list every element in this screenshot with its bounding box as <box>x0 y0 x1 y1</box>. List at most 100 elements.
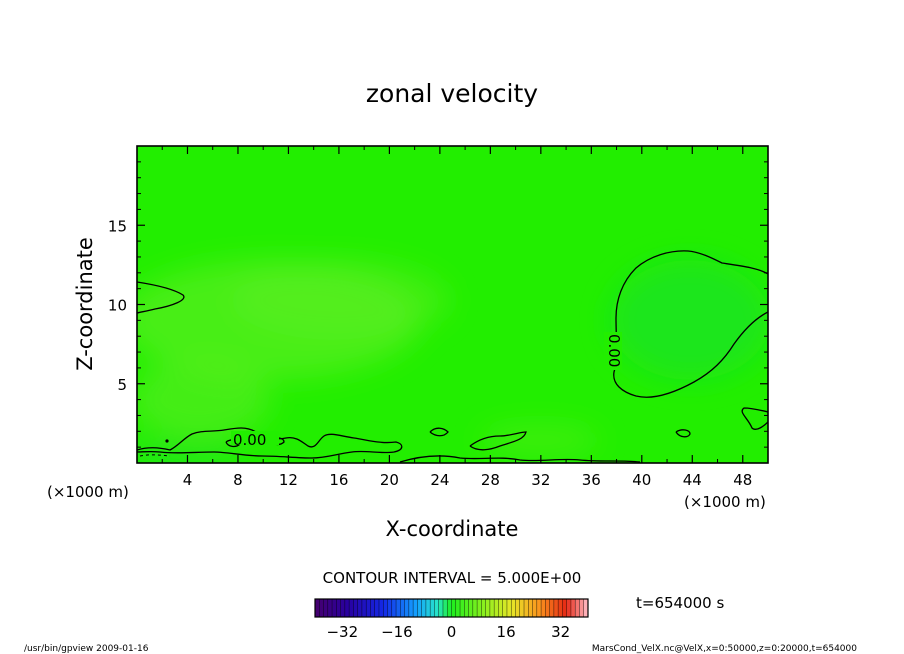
x-tick-label: 24 <box>430 471 449 489</box>
contour-interval: CONTOUR INTERVAL = 5.000E+00 <box>323 569 582 587</box>
colorbar-cell <box>558 599 563 617</box>
colorbar-cell <box>413 599 418 617</box>
colorbar-cell <box>408 599 414 617</box>
contour-blob-a <box>429 427 449 437</box>
colorbar-cell <box>383 599 388 617</box>
colorbar-cell <box>515 599 521 617</box>
contour-left-upper <box>137 281 185 314</box>
x-tick-label: 36 <box>582 471 601 489</box>
colorbar <box>314 599 589 617</box>
colorbar-cell <box>400 599 405 617</box>
contour-label-left-bg <box>231 431 279 445</box>
colorbar-cell <box>430 599 435 617</box>
colorbar-cell <box>421 599 427 617</box>
x-tick-label: 48 <box>733 471 752 489</box>
x-unit-left: (×1000 m) <box>47 483 129 501</box>
colorbar-cell <box>442 599 448 617</box>
colorbar-cell <box>536 599 542 617</box>
y-axis-label: Z-coordinate <box>73 237 97 371</box>
contour-dashed <box>139 454 171 457</box>
colorbar-cell <box>485 599 491 617</box>
colorbar-cell <box>524 599 529 617</box>
colorbar-cell <box>460 599 465 617</box>
colorbar-cell <box>477 599 482 617</box>
colorbar-cell <box>566 599 572 617</box>
colorbar-cell <box>575 599 580 617</box>
y-tick-label: 10 <box>108 297 127 315</box>
colorbar-cell <box>455 599 461 617</box>
colorbar-cell <box>396 599 401 617</box>
x-tick-label: 44 <box>683 471 702 489</box>
x-tick-label: 4 <box>183 471 193 489</box>
colorbar-cell <box>519 599 525 617</box>
colorbar-cell <box>549 599 555 617</box>
colorbar-cell <box>315 599 320 617</box>
colorbar-cell <box>374 599 380 617</box>
colorbar-cell <box>570 599 576 617</box>
colorbar-cell <box>438 599 444 617</box>
colorbar-cell <box>378 599 384 617</box>
colorbar-cell <box>562 599 567 617</box>
colorbar-cell <box>434 599 440 617</box>
colorbar-cell <box>532 599 538 617</box>
colorbar-cell <box>447 599 452 617</box>
colorbar-tick-label: −16 <box>381 623 413 641</box>
colorbar-cell <box>472 599 478 617</box>
x-tick-label: 16 <box>329 471 348 489</box>
x-tick-label: 28 <box>481 471 500 489</box>
contour-label-right-bg <box>604 332 622 370</box>
colorbar-cell <box>481 599 486 617</box>
x-tick-label: 8 <box>233 471 243 489</box>
chart-title: zonal velocity <box>366 79 538 108</box>
colorbar-cell <box>391 599 397 617</box>
colorbar-cell <box>468 599 474 617</box>
x-unit-right: (×1000 m) <box>684 493 766 511</box>
colorbar-cell <box>511 599 516 617</box>
contour-bottom-band <box>137 427 403 459</box>
colorbar-cell <box>319 599 324 617</box>
colorbar-cell <box>344 599 350 617</box>
colorbar-cell <box>545 599 550 617</box>
x-tick-label: 32 <box>531 471 550 489</box>
x-axis-label: X-coordinate <box>386 517 519 541</box>
colorbar-cell <box>489 599 495 617</box>
x-tick-label: 20 <box>380 471 399 489</box>
colorbar-cell <box>349 599 354 617</box>
colorbar-ticks: −32 −16 0 16 32 <box>326 623 570 641</box>
colorbar-cell <box>541 599 546 617</box>
colorbar-tick-label: 16 <box>497 623 516 641</box>
colorbar-cell <box>464 599 469 617</box>
x-tick-label: 40 <box>632 471 651 489</box>
footer-right: MarsCond_VelX.nc@VelX,x=0:50000,z=0:2000… <box>592 644 857 654</box>
colorbar-cell <box>502 599 508 617</box>
y-tick-label: 5 <box>117 376 127 394</box>
plot-area: 0.00 0.00 <box>137 146 768 463</box>
colorbar-cell <box>579 599 585 617</box>
time-label: t=654000 s <box>636 594 724 612</box>
footer-left: /usr/bin/gpview 2009-01-16 <box>24 644 149 654</box>
colorbar-cell <box>340 599 346 617</box>
colorbar-cell <box>361 599 367 617</box>
colorbar-cell <box>506 599 512 617</box>
colorbar-cell <box>387 599 393 617</box>
contour-blob-b <box>469 431 527 451</box>
colorbar-cell <box>553 599 559 617</box>
colorbar-tick-label: 0 <box>447 623 457 641</box>
colorbar-cell <box>332 599 337 617</box>
colorbar-cell <box>425 599 431 617</box>
colorbar-cell <box>323 599 329 617</box>
colorbar-cell <box>370 599 376 617</box>
x-tick-label: 12 <box>279 471 298 489</box>
x-axis: 4 8 12 16 20 24 28 32 36 40 44 48 <box>161 146 752 489</box>
colorbar-cell <box>417 599 422 617</box>
y-tick-label: 15 <box>108 217 127 235</box>
contour-right-small <box>741 407 768 430</box>
contour-dot <box>165 439 169 443</box>
colorbar-cell <box>357 599 363 617</box>
colorbar-cell <box>353 599 358 617</box>
colorbar-cell <box>404 599 410 617</box>
colorbar-cell <box>498 599 503 617</box>
colorbar-cell <box>451 599 457 617</box>
colorbar-cell <box>583 599 589 617</box>
